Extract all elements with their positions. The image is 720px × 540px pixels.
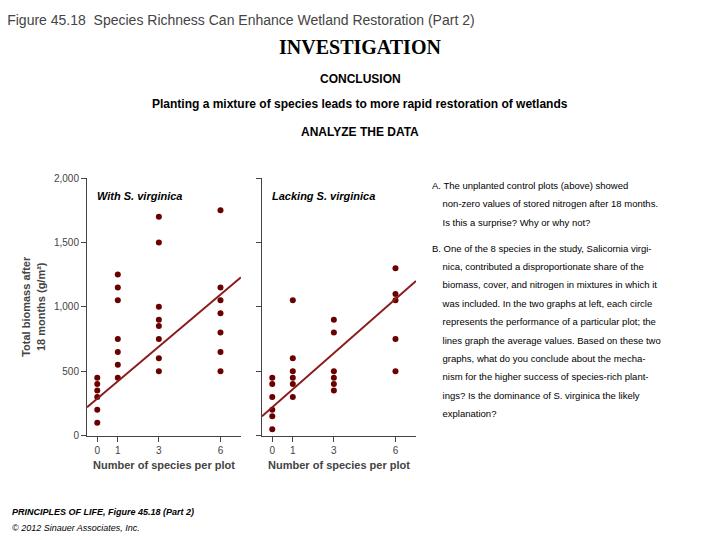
svg-text:biomass, cover, and nitrogen i: biomass, cover, and nitrogen in mixtures… xyxy=(432,279,657,290)
svg-text:Number of species per plot: Number of species per plot xyxy=(268,459,410,471)
svg-text:Lacking S. virginica: Lacking S. virginica xyxy=(272,190,375,202)
svg-text:nica, contributed a disproport: nica, contributed a disproportionate sha… xyxy=(432,261,644,272)
svg-text:2,000: 2,000 xyxy=(54,173,79,184)
svg-text:Planting a mixture of species: Planting a mixture of species leads to m… xyxy=(152,97,568,111)
svg-text:explanation?: explanation? xyxy=(432,408,496,419)
svg-text:6: 6 xyxy=(218,445,224,456)
svg-text:B. One of the 8 species in the: B. One of the 8 species in the study, Sa… xyxy=(432,243,652,254)
svg-text:represents the performance of: represents the performance of a particul… xyxy=(432,316,656,327)
svg-text:With S. virginica: With S. virginica xyxy=(97,190,182,202)
svg-text:INVESTIGATION: INVESTIGATION xyxy=(279,36,441,58)
svg-text:1,000: 1,000 xyxy=(54,301,79,312)
svg-text:Figure 45.18 Species Richness: Figure 45.18 Species Richness Can Enhanc… xyxy=(7,12,474,28)
svg-text:Number of species per plot: Number of species per plot xyxy=(93,459,235,471)
svg-text:0: 0 xyxy=(94,445,100,456)
svg-text:1: 1 xyxy=(115,445,121,456)
svg-text:500: 500 xyxy=(62,366,79,377)
svg-text:ings? Is the dominance of S. v: ings? Is the dominance of S. virginica t… xyxy=(432,390,640,401)
svg-text:0: 0 xyxy=(73,430,79,441)
svg-text:© 2012 Sinauer Associates, Inc: © 2012 Sinauer Associates, Inc. xyxy=(12,523,140,533)
svg-text:3: 3 xyxy=(331,445,337,456)
svg-text:PRINCIPLES OF LIFE, Figure 45.: PRINCIPLES OF LIFE, Figure 45.18 (Part 2… xyxy=(12,507,194,517)
svg-text:A. The unplanted control plots: A. The unplanted control plots (above) s… xyxy=(432,180,628,191)
svg-text:ANALYZE THE DATA: ANALYZE THE DATA xyxy=(301,125,419,139)
svg-text:Is this a surprise? Why or why: Is this a surprise? Why or why not? xyxy=(432,217,590,228)
svg-text:CONCLUSION: CONCLUSION xyxy=(320,72,401,86)
svg-text:0: 0 xyxy=(269,445,275,456)
svg-text:nism for the higher success of: nism for the higher success of species-r… xyxy=(432,371,648,382)
svg-text:1,500: 1,500 xyxy=(54,237,79,248)
svg-text:was included. In the two graph: was included. In the two graphs at left,… xyxy=(432,298,652,309)
svg-text:non-zero values of stored nitr: non-zero values of stored nitrogen after… xyxy=(432,198,658,209)
svg-text:3: 3 xyxy=(156,445,162,456)
svg-text:1: 1 xyxy=(290,445,296,456)
svg-text:6: 6 xyxy=(393,445,399,456)
svg-text:graphs, what do you conclude a: graphs, what do you conclude about the m… xyxy=(432,353,645,364)
svg-text:lines graph the average values: lines graph the average values. Based on… xyxy=(432,335,661,346)
svg-text:Total biomass after18 months (: Total biomass after18 months (g/m²) xyxy=(20,256,46,357)
